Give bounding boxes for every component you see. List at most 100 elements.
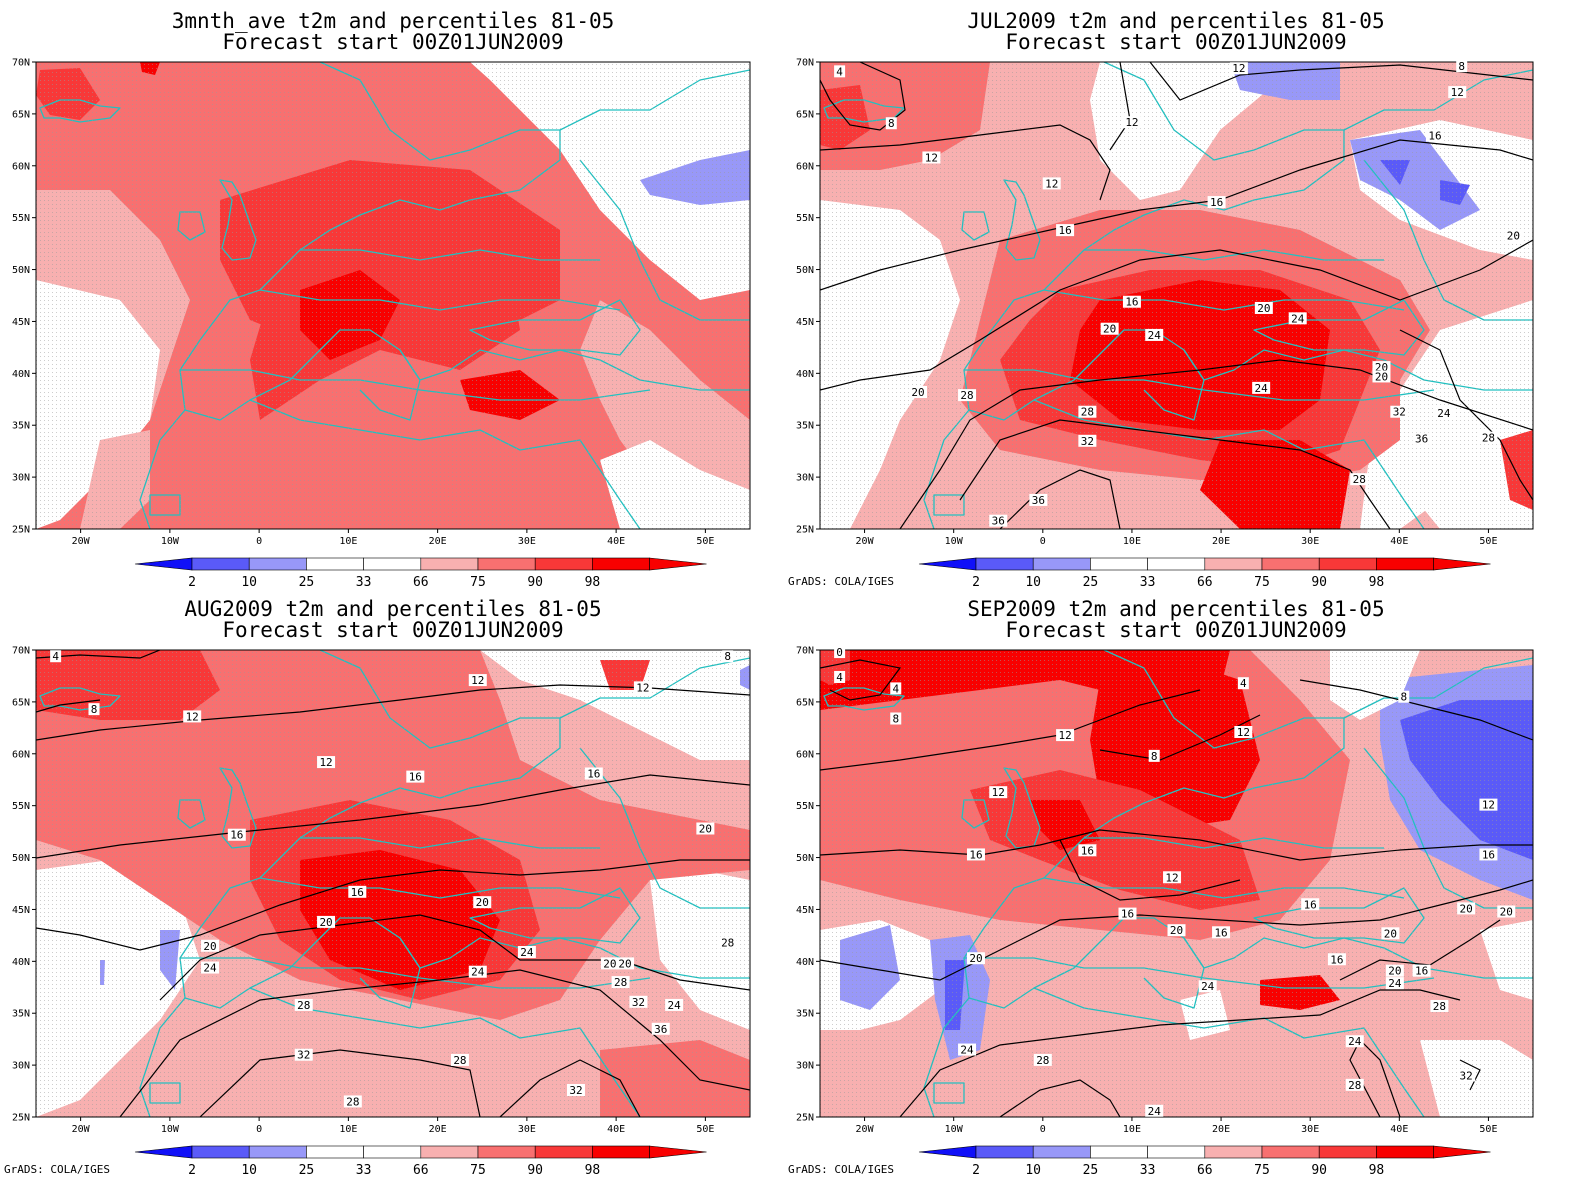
contour-label: 16 (1482, 848, 1495, 861)
y-tick-label: 65N (12, 109, 30, 120)
contour-label-bg (201, 961, 220, 974)
colorbar-label: 98 (585, 575, 601, 590)
x-tick-label: 0 (256, 1124, 262, 1135)
contour-label: 32 (1460, 1069, 1473, 1082)
y-tick-label: 70N (12, 646, 30, 657)
contour-label-bg (989, 514, 1008, 527)
contour-label-bg (517, 945, 536, 958)
contour-label-bg (1381, 927, 1400, 940)
contour-label: 32 (569, 1084, 582, 1097)
contour-label-bg (1167, 924, 1186, 937)
contour-label: 12 (636, 681, 649, 694)
contour-label-bg (922, 151, 941, 164)
contour-label: 28 (1036, 1054, 1049, 1067)
y-tick-label: 30N (12, 473, 30, 484)
contour-label-bg (722, 650, 734, 663)
contour-label: 24 (520, 946, 534, 959)
contour-label: 24 (1437, 407, 1451, 420)
colorbar-segment (420, 557, 479, 571)
contour-label: 28 (1433, 1000, 1446, 1013)
contour-label: 28 (1348, 1079, 1361, 1092)
y-tick-label: 35N (12, 421, 30, 432)
contour-label: 16 (1330, 953, 1343, 966)
grads-credit: GrADS: COLA/IGES (788, 1163, 894, 1176)
colorbar-label: 25 (1083, 575, 1099, 590)
contour-label-bg (1425, 129, 1444, 142)
contour-label: 20 (1384, 927, 1397, 940)
colorbar-label: 10 (1025, 575, 1041, 590)
contour-label: 8 (1400, 691, 1407, 704)
contour-label-bg (1301, 898, 1320, 911)
colorbar-label: 98 (1369, 575, 1385, 590)
contour-label: 20 (1103, 323, 1116, 336)
contour-label: 16 (1428, 130, 1441, 143)
contour-label-bg (317, 915, 336, 928)
contour-label-bg (958, 1043, 977, 1056)
contour-label-bg (885, 117, 897, 130)
colorbar-arrow-high (649, 557, 707, 571)
colorbar-label: 66 (1197, 1163, 1213, 1178)
contour-label: 20 (1388, 965, 1401, 978)
map-frame (35, 61, 751, 530)
colorbar-segment (1032, 557, 1091, 571)
contour-label-bg (890, 682, 902, 695)
contour-label-bg (1434, 406, 1453, 419)
y-tick-label: 50N (796, 265, 814, 276)
contour-label: 12 (1045, 177, 1058, 190)
contour-label-bg (1412, 432, 1431, 445)
contour-label-bg (1479, 431, 1498, 444)
contour-label-bg (1078, 434, 1097, 447)
contours (36, 650, 750, 1117)
colorbar-segment (248, 557, 307, 571)
colorbar-segment (592, 557, 650, 571)
colorbar-segment (592, 1145, 650, 1159)
y-tick-label: 25N (796, 1113, 814, 1124)
colorbar-segment (248, 1145, 307, 1159)
contour-label: 20 (1460, 902, 1473, 915)
x-tick-label: 0 (256, 536, 262, 547)
contour-label-bg (1056, 224, 1075, 237)
contour-label-bg (1122, 295, 1141, 308)
x-tick-label: 30E (1301, 536, 1319, 547)
contour-label: 16 (1081, 844, 1094, 857)
y-tick-label: 40N (12, 369, 30, 380)
x-tick-label: 10E (339, 1124, 357, 1135)
contour-label: 16 (1210, 196, 1223, 209)
contour-label-bg (1497, 905, 1516, 918)
colorbar-segment (534, 557, 593, 571)
contour-label-bg (1056, 729, 1075, 742)
y-tick-label: 35N (796, 421, 814, 432)
colorbar-segment (1147, 557, 1206, 571)
contour-label-bg (1234, 725, 1253, 738)
colorbar-segment (1090, 557, 1148, 571)
x-tick-label: 40E (1390, 536, 1408, 547)
contour-label: 8 (1458, 60, 1465, 73)
contour-label: 12 (471, 674, 484, 687)
contour-label-bg (1350, 473, 1369, 486)
colorbar-segment (975, 557, 1034, 571)
contour-label-bg (1372, 370, 1391, 383)
colorbar-label: 10 (1025, 1163, 1041, 1178)
contour-label: 20 (618, 957, 631, 970)
contour-label-bg (50, 650, 62, 663)
contour-label: 12 (1165, 871, 1178, 884)
map-frame (35, 649, 751, 1118)
x-tick-label: 20E (1212, 536, 1230, 547)
x-tick-label: 20E (429, 1124, 447, 1135)
contour-label-bg (1078, 405, 1097, 418)
y-tick-label: 55N (12, 213, 30, 224)
y-tick-label: 35N (12, 1009, 30, 1020)
colorbar-label: 33 (1140, 1163, 1156, 1178)
colorbar: 2 10 25 33 66 75 90 98 (134, 1145, 707, 1178)
contour-label-bg (834, 646, 846, 659)
contour-label-bg (201, 939, 220, 952)
contour-label-bg (1372, 361, 1391, 374)
y-tick-label: 70N (12, 58, 30, 69)
panel-subtitle: Forecast start 00Z01JUN2009 (1005, 618, 1346, 642)
contour-label: 20 (699, 822, 712, 835)
contour-label: 20 (1500, 906, 1513, 919)
contour-label: 24 (668, 999, 682, 1012)
colorbar: 2 10 25 33 66 75 90 98 (134, 557, 707, 590)
